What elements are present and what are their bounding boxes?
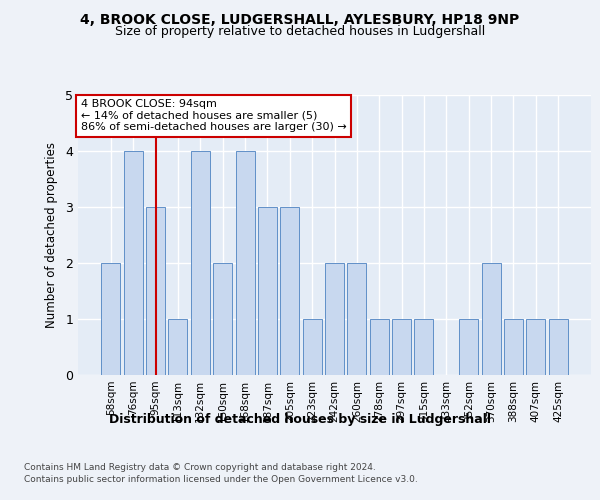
Bar	[392, 319, 411, 375]
Y-axis label: Number of detached properties: Number of detached properties	[45, 142, 58, 328]
Bar	[124, 151, 143, 375]
Text: Distribution of detached houses by size in Ludgershall: Distribution of detached houses by size …	[109, 412, 491, 426]
Bar	[526, 319, 545, 375]
Bar	[258, 207, 277, 375]
Bar	[280, 207, 299, 375]
Bar	[325, 263, 344, 375]
Bar	[347, 263, 367, 375]
Bar	[191, 151, 210, 375]
Bar	[548, 319, 568, 375]
Bar	[101, 263, 121, 375]
Bar	[302, 319, 322, 375]
Text: Contains HM Land Registry data © Crown copyright and database right 2024.: Contains HM Land Registry data © Crown c…	[24, 462, 376, 471]
Text: Contains public sector information licensed under the Open Government Licence v3: Contains public sector information licen…	[24, 475, 418, 484]
Bar	[213, 263, 232, 375]
Bar	[370, 319, 389, 375]
Bar	[169, 319, 187, 375]
Bar	[146, 207, 165, 375]
Bar	[504, 319, 523, 375]
Text: 4 BROOK CLOSE: 94sqm
← 14% of detached houses are smaller (5)
86% of semi-detach: 4 BROOK CLOSE: 94sqm ← 14% of detached h…	[80, 99, 346, 132]
Text: 4, BROOK CLOSE, LUDGERSHALL, AYLESBURY, HP18 9NP: 4, BROOK CLOSE, LUDGERSHALL, AYLESBURY, …	[80, 12, 520, 26]
Bar	[459, 319, 478, 375]
Bar	[415, 319, 433, 375]
Bar	[236, 151, 254, 375]
Text: Size of property relative to detached houses in Ludgershall: Size of property relative to detached ho…	[115, 25, 485, 38]
Bar	[482, 263, 500, 375]
